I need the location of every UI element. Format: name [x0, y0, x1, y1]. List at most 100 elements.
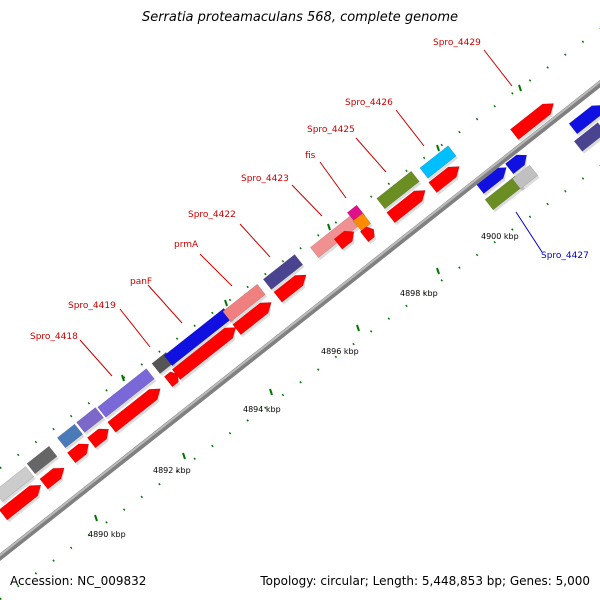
tick-mark — [193, 324, 196, 328]
gene-feature — [511, 164, 540, 192]
tick-mark — [105, 521, 108, 524]
gene-label-fis: fis — [305, 151, 316, 161]
label-line-panf — [147, 284, 183, 324]
gene-feature — [262, 254, 305, 292]
gene-label-spro-4427: Spro_4427 — [541, 251, 589, 261]
tick-mark — [281, 393, 285, 397]
label-line-spro-4423 — [291, 184, 323, 217]
gene-feature — [428, 166, 460, 195]
tick-mark — [493, 240, 496, 244]
tick-mark — [69, 414, 73, 418]
tick-mark — [52, 427, 55, 431]
gene-feature — [273, 274, 307, 305]
label-line-spro-4427 — [515, 211, 543, 253]
tick-mark — [369, 330, 373, 333]
feature-layer — [0, 103, 600, 523]
major-tick — [269, 388, 273, 396]
tick-mark — [528, 215, 532, 218]
major-tick — [121, 374, 125, 382]
tick-mark — [334, 355, 338, 359]
gene-feature — [26, 445, 59, 477]
tick-label: 4896 kbp — [321, 347, 359, 356]
major-tick — [436, 144, 440, 152]
tick-mark — [87, 533, 91, 537]
tick-mark — [175, 470, 179, 473]
tick-mark — [528, 79, 532, 82]
tick-mark — [264, 272, 267, 276]
tick-mark — [122, 508, 126, 511]
tick-mark — [17, 453, 20, 457]
tick-mark — [581, 177, 585, 180]
tick-mark — [0, 597, 2, 600]
tick-label: 4890 kbp — [88, 530, 126, 539]
gene-feature — [359, 226, 377, 245]
major-tick — [436, 267, 440, 275]
gene-feature — [0, 466, 36, 504]
tick-mark — [52, 559, 55, 562]
tick-mark — [228, 298, 232, 302]
tick-mark — [422, 156, 426, 160]
tick-mark — [299, 381, 302, 384]
tick-mark — [387, 317, 391, 320]
tick-mark — [17, 584, 20, 588]
label-line-spro-4429 — [483, 49, 513, 87]
label-line-spro-4422 — [239, 223, 271, 258]
gene-feature — [66, 443, 89, 466]
tick-mark — [422, 291, 426, 295]
tick-mark — [475, 117, 479, 121]
gene-feature — [107, 388, 161, 435]
tick-mark — [475, 253, 479, 257]
gene-feature — [222, 283, 268, 325]
tick-mark — [511, 228, 514, 231]
tick-mark — [0, 466, 2, 470]
genome-backbone — [0, 79, 600, 562]
label-line-fis — [319, 161, 347, 199]
gene-feature — [386, 190, 426, 226]
label-layer: Spro_4418 Spro_4419 panF prmA Spro_4422 … — [30, 38, 589, 377]
tick-mark — [493, 105, 496, 108]
map-title: Serratia proteamaculans 568, complete ge… — [141, 10, 459, 25]
tick-mark — [246, 285, 249, 289]
genome-backbone-highlight — [0, 80, 600, 557]
tick-mark — [546, 66, 549, 69]
genome-summary: Topology: circular; Length: 5,448,853 bp… — [260, 574, 590, 588]
tick-mark — [140, 363, 143, 366]
gene-label-spro-4429: Spro_4429 — [433, 38, 481, 48]
tick-mark — [34, 572, 38, 575]
gene-label-spro-4419: Spro_4419 — [68, 301, 116, 311]
tick-mark — [440, 279, 443, 282]
tick-mark — [158, 350, 161, 353]
tick-mark — [87, 401, 91, 405]
tick-mark — [140, 495, 143, 499]
major-tick — [518, 84, 522, 92]
tick-mark — [511, 92, 514, 95]
gene-feature — [376, 170, 422, 212]
tick-mark — [564, 53, 567, 56]
tick-mark — [458, 266, 461, 269]
accession-label: Accession: NC_009832 — [10, 574, 147, 588]
gene-feature — [573, 122, 600, 154]
tick-mark — [122, 376, 126, 379]
tick-mark — [246, 419, 249, 422]
tick-mark — [458, 130, 461, 134]
gene-feature — [510, 103, 554, 142]
gene-feature — [163, 371, 181, 390]
tick-mark — [105, 389, 108, 392]
gene-label-spro-4423: Spro_4423 — [241, 174, 289, 184]
label-line-spro-4418 — [79, 339, 113, 377]
label-line-spro-4419 — [119, 308, 151, 348]
tick-mark — [405, 304, 408, 308]
tick-mark — [317, 368, 320, 371]
tick-mark — [405, 169, 408, 173]
tick-mark — [546, 202, 549, 206]
gene-label-spro-4422: Spro_4422 — [188, 210, 236, 220]
tick-mark — [281, 259, 285, 263]
gene-feature — [232, 302, 272, 338]
tick-mark — [264, 406, 267, 410]
tick-mark — [158, 482, 161, 486]
major-tick — [94, 514, 98, 522]
tick-label: 4898 kbp — [400, 289, 438, 298]
tick-mark — [193, 457, 196, 460]
gene-feature — [568, 104, 600, 137]
